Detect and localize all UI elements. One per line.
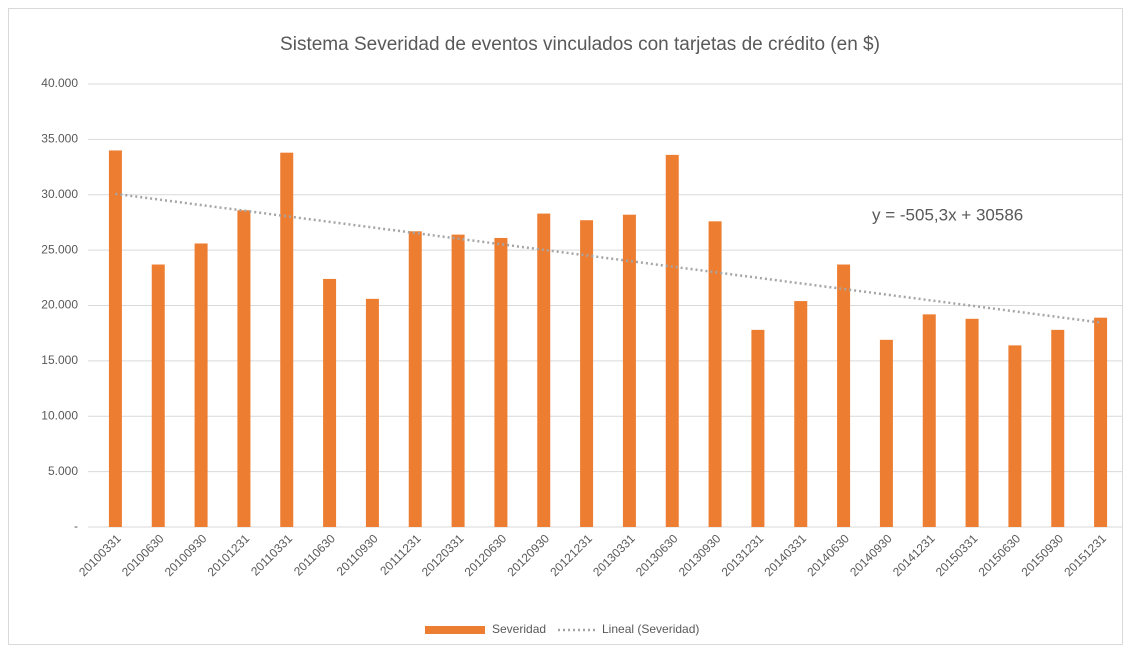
y-tick-label: 15.000 xyxy=(41,353,78,367)
bar xyxy=(1051,329,1065,527)
y-tick-label: - xyxy=(74,519,78,533)
chart-title: Sistema Severidad de eventos vinculados … xyxy=(280,34,880,55)
y-tick-label: 40.000 xyxy=(41,76,78,90)
bar xyxy=(108,150,122,527)
bar xyxy=(1094,317,1108,527)
legend-label: Severidad xyxy=(492,622,546,636)
bar xyxy=(837,264,851,527)
bar xyxy=(708,221,722,527)
bar xyxy=(280,152,294,528)
bar xyxy=(751,329,765,527)
y-tick-label: 30.000 xyxy=(41,187,78,201)
bar xyxy=(965,318,979,527)
y-tick-label: 10.000 xyxy=(41,408,78,422)
bar xyxy=(1008,345,1022,527)
bar xyxy=(879,339,893,527)
legend-label: Lineal (Severidad) xyxy=(602,622,699,636)
legend-swatch xyxy=(425,626,485,634)
bar xyxy=(665,154,679,527)
y-tick-label: 25.000 xyxy=(41,242,78,256)
bar xyxy=(494,237,508,527)
bar xyxy=(922,314,936,527)
trendline xyxy=(115,192,1101,324)
bar xyxy=(451,234,465,527)
bar xyxy=(537,213,551,527)
bar xyxy=(151,264,165,527)
bar xyxy=(622,214,636,527)
y-tick-label: 35.000 xyxy=(41,132,78,146)
y-tick-label: 20.000 xyxy=(41,298,78,312)
bar xyxy=(365,298,379,527)
bar xyxy=(194,243,208,528)
y-tick-label: 5.000 xyxy=(48,464,78,478)
trend-equation: y = -505,3x + 30586 xyxy=(872,205,1023,224)
bar xyxy=(323,278,337,527)
bar xyxy=(237,210,251,527)
chart-border xyxy=(8,8,1123,645)
bar xyxy=(408,231,422,528)
bar xyxy=(794,301,808,527)
bar xyxy=(580,220,594,527)
